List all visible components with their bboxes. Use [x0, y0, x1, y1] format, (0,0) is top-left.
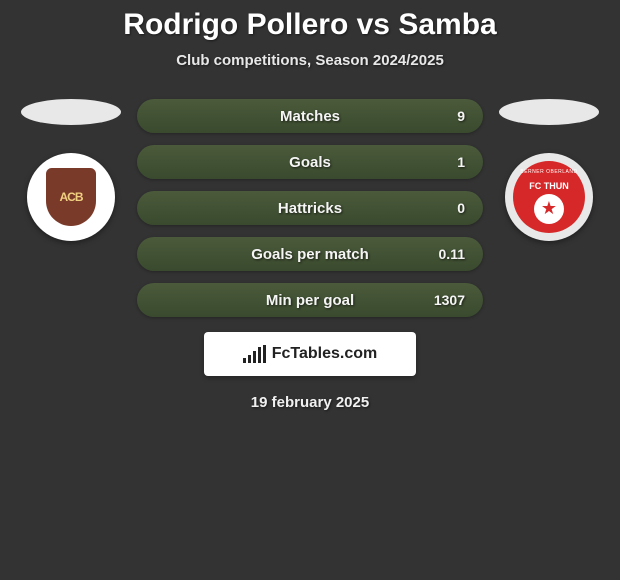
fctables-logo-card: FcTables.com [204, 332, 416, 376]
chart-bars-icon [243, 345, 266, 363]
right-club-badge: BERNER OBERLAND FC THUN ★ [505, 153, 593, 241]
left-club-badge: ACB [27, 153, 115, 241]
stat-bar: Matches 9 [137, 99, 483, 133]
stat-label: Goals per match [251, 246, 369, 263]
right-player-oval [499, 99, 599, 125]
left-club-shield: ACB [46, 168, 96, 226]
stat-label: Hattricks [278, 200, 342, 217]
stat-value-right: 1307 [434, 292, 465, 308]
stat-bar: Goals per match 0.11 [137, 237, 483, 271]
star-icon: ★ [541, 198, 557, 219]
right-club-circle: BERNER OBERLAND FC THUN ★ [513, 161, 585, 233]
stat-bar: Min per goal 1307 [137, 283, 483, 317]
stat-label: Goals [289, 154, 331, 171]
left-player-oval [21, 99, 121, 125]
stat-label: Min per goal [266, 292, 354, 309]
subtitle: Club competitions, Season 2024/2025 [0, 52, 620, 69]
fctables-logo-text: FcTables.com [272, 345, 378, 363]
right-club-banner: BERNER OBERLAND [520, 169, 577, 175]
stat-value-right: 0.11 [439, 246, 465, 262]
stat-value-right: 9 [457, 108, 465, 124]
page-title: Rodrigo Pollero vs Samba [0, 8, 620, 42]
stat-bar: Goals 1 [137, 145, 483, 179]
left-player-column: ACB [21, 99, 121, 241]
right-club-text: FC THUN [529, 181, 569, 191]
right-club-inner: ★ [534, 194, 564, 224]
stats-column: Matches 9 Goals 1 Hattricks 0 Goals per match 0… [137, 99, 483, 317]
stat-value-right: 1 [457, 154, 465, 170]
right-player-column: BERNER OBERLAND FC THUN ★ [499, 99, 599, 241]
stat-label: Matches [280, 108, 340, 125]
stat-bar: Hattricks 0 [137, 191, 483, 225]
stat-value-right: 0 [457, 200, 465, 216]
date-label: 19 february 2025 [0, 394, 620, 411]
main-area: ACB Matches 9 Goals 1 Hattricks 0 Goals per ma… [0, 99, 620, 317]
